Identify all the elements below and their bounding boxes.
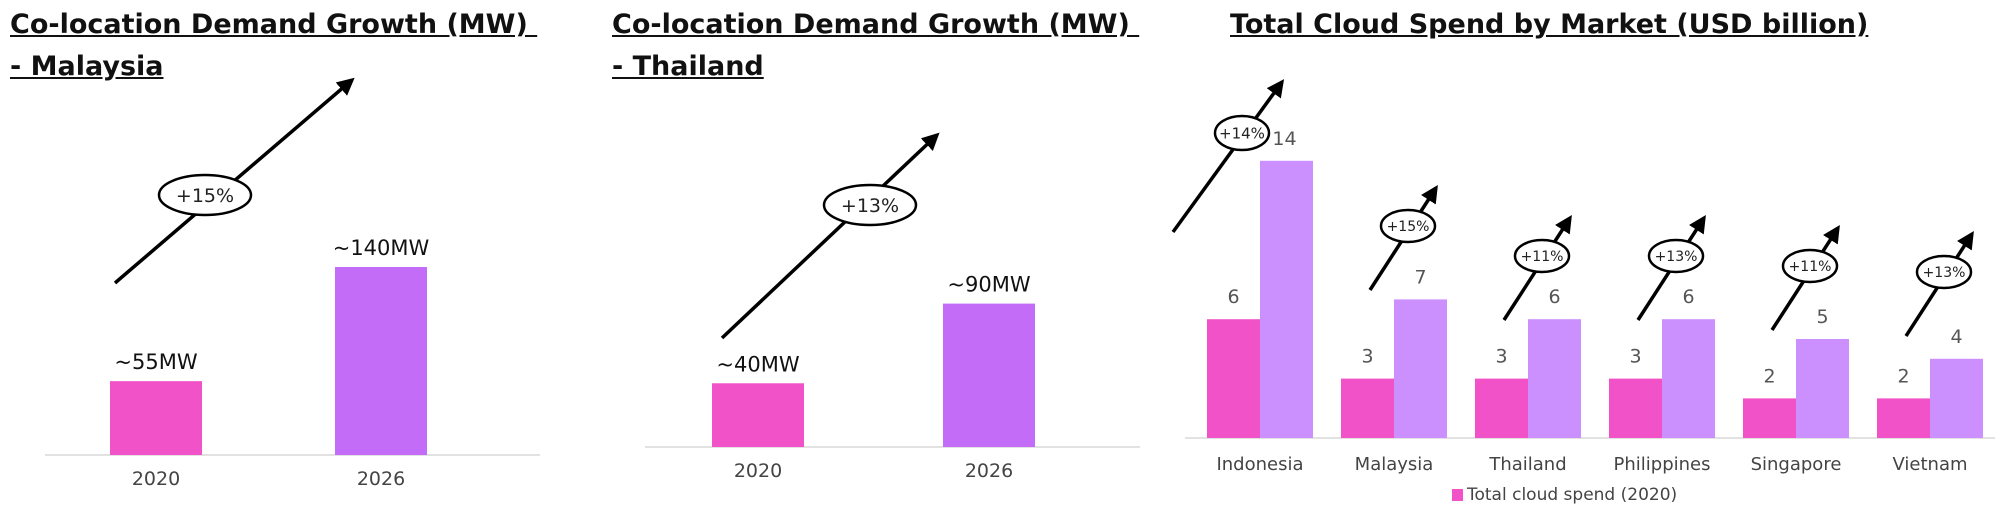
data-label: 2	[1763, 365, 1775, 387]
x-tick-label: Singapore	[1751, 454, 1842, 475]
x-tick-label: Vietnam	[1892, 454, 1967, 475]
data-label: 6	[1548, 286, 1560, 308]
growth-bubble	[157, 173, 253, 217]
bar-2020	[712, 383, 804, 447]
growth-bubble	[1513, 238, 1571, 274]
growth-label: +13%	[841, 195, 899, 217]
growth-label: +14%	[1219, 124, 1265, 142]
title-line: - Malaysia	[10, 51, 164, 82]
growth-bubble	[822, 183, 918, 227]
chart-title-malaysia: Co-location Demand Growth (MW) - Malaysi…	[10, 4, 537, 88]
growth-label: +13%	[1655, 249, 1698, 265]
growth-bubble	[1647, 238, 1705, 274]
bar-2026	[943, 303, 1035, 447]
data-label: 6	[1682, 286, 1694, 308]
growth-bubble	[1379, 208, 1437, 244]
title-line: - Thailand	[612, 51, 764, 82]
x-tick-label: Thailand	[1488, 454, 1566, 475]
data-label: 7	[1414, 266, 1426, 288]
growth-arrow	[1171, 79, 1285, 234]
bar-malaysia-2020	[1341, 378, 1394, 438]
data-label: 3	[1361, 346, 1373, 368]
bar-thailand-2020	[1475, 378, 1528, 438]
x-tick-label: 2020	[132, 468, 180, 490]
bar-malaysia-second	[1394, 299, 1447, 438]
data-label: ~90MW	[947, 273, 1030, 297]
bar-singapore-second	[1796, 339, 1849, 438]
bar-2026	[335, 267, 427, 455]
bar-indonesia-second	[1260, 160, 1313, 439]
title-line: Co-location Demand Growth (MW)	[612, 9, 1140, 40]
bar-philippines-second	[1662, 319, 1715, 438]
x-tick-label: 2026	[357, 468, 405, 490]
growth-bubble	[1213, 114, 1271, 152]
growth-label: +13%	[1923, 265, 1966, 281]
bar-2020	[110, 381, 202, 455]
chart-title-thailand: Co-location Demand Growth (MW) - Thailan…	[612, 4, 1139, 88]
data-label: 3	[1495, 346, 1507, 368]
growth-bubble	[1781, 248, 1839, 284]
data-label: 6	[1227, 286, 1239, 308]
bar-singapore-2020	[1743, 398, 1796, 438]
x-tick-label: Philippines	[1614, 454, 1711, 475]
bar-thailand-second	[1528, 319, 1581, 438]
bar-vietnam-2020	[1877, 398, 1930, 438]
x-tick-label: Indonesia	[1216, 454, 1303, 475]
data-label: 2	[1897, 365, 1909, 387]
legend-swatch	[1452, 489, 1463, 501]
data-label: 4	[1950, 326, 1962, 348]
data-label: 14	[1272, 128, 1296, 150]
bar-indonesia-2020	[1207, 319, 1260, 438]
bar-philippines-2020	[1609, 378, 1662, 438]
x-tick-label: Malaysia	[1355, 454, 1434, 475]
growth-label: +11%	[1789, 259, 1832, 275]
data-label: 5	[1816, 306, 1828, 328]
data-label: ~140MW	[333, 236, 430, 260]
chart-title-cloud-spend: Total Cloud Spend by Market (USD billion…	[1230, 9, 1869, 40]
growth-label: +15%	[1387, 219, 1430, 235]
growth-arrow	[720, 132, 940, 340]
data-label: ~40MW	[716, 352, 799, 376]
title-line: Co-location Demand Growth (MW)	[10, 9, 538, 40]
data-label: ~55MW	[114, 350, 197, 374]
x-tick-label: 2020	[734, 460, 782, 482]
growth-label: +15%	[176, 185, 234, 207]
legend-label: Total cloud spend (2020)	[1466, 485, 1677, 505]
bar-vietnam-second	[1930, 358, 1983, 438]
x-tick-label: 2026	[965, 460, 1013, 482]
data-label: 3	[1629, 346, 1641, 368]
growth-label: +11%	[1521, 249, 1564, 265]
growth-bubble	[1915, 254, 1973, 290]
